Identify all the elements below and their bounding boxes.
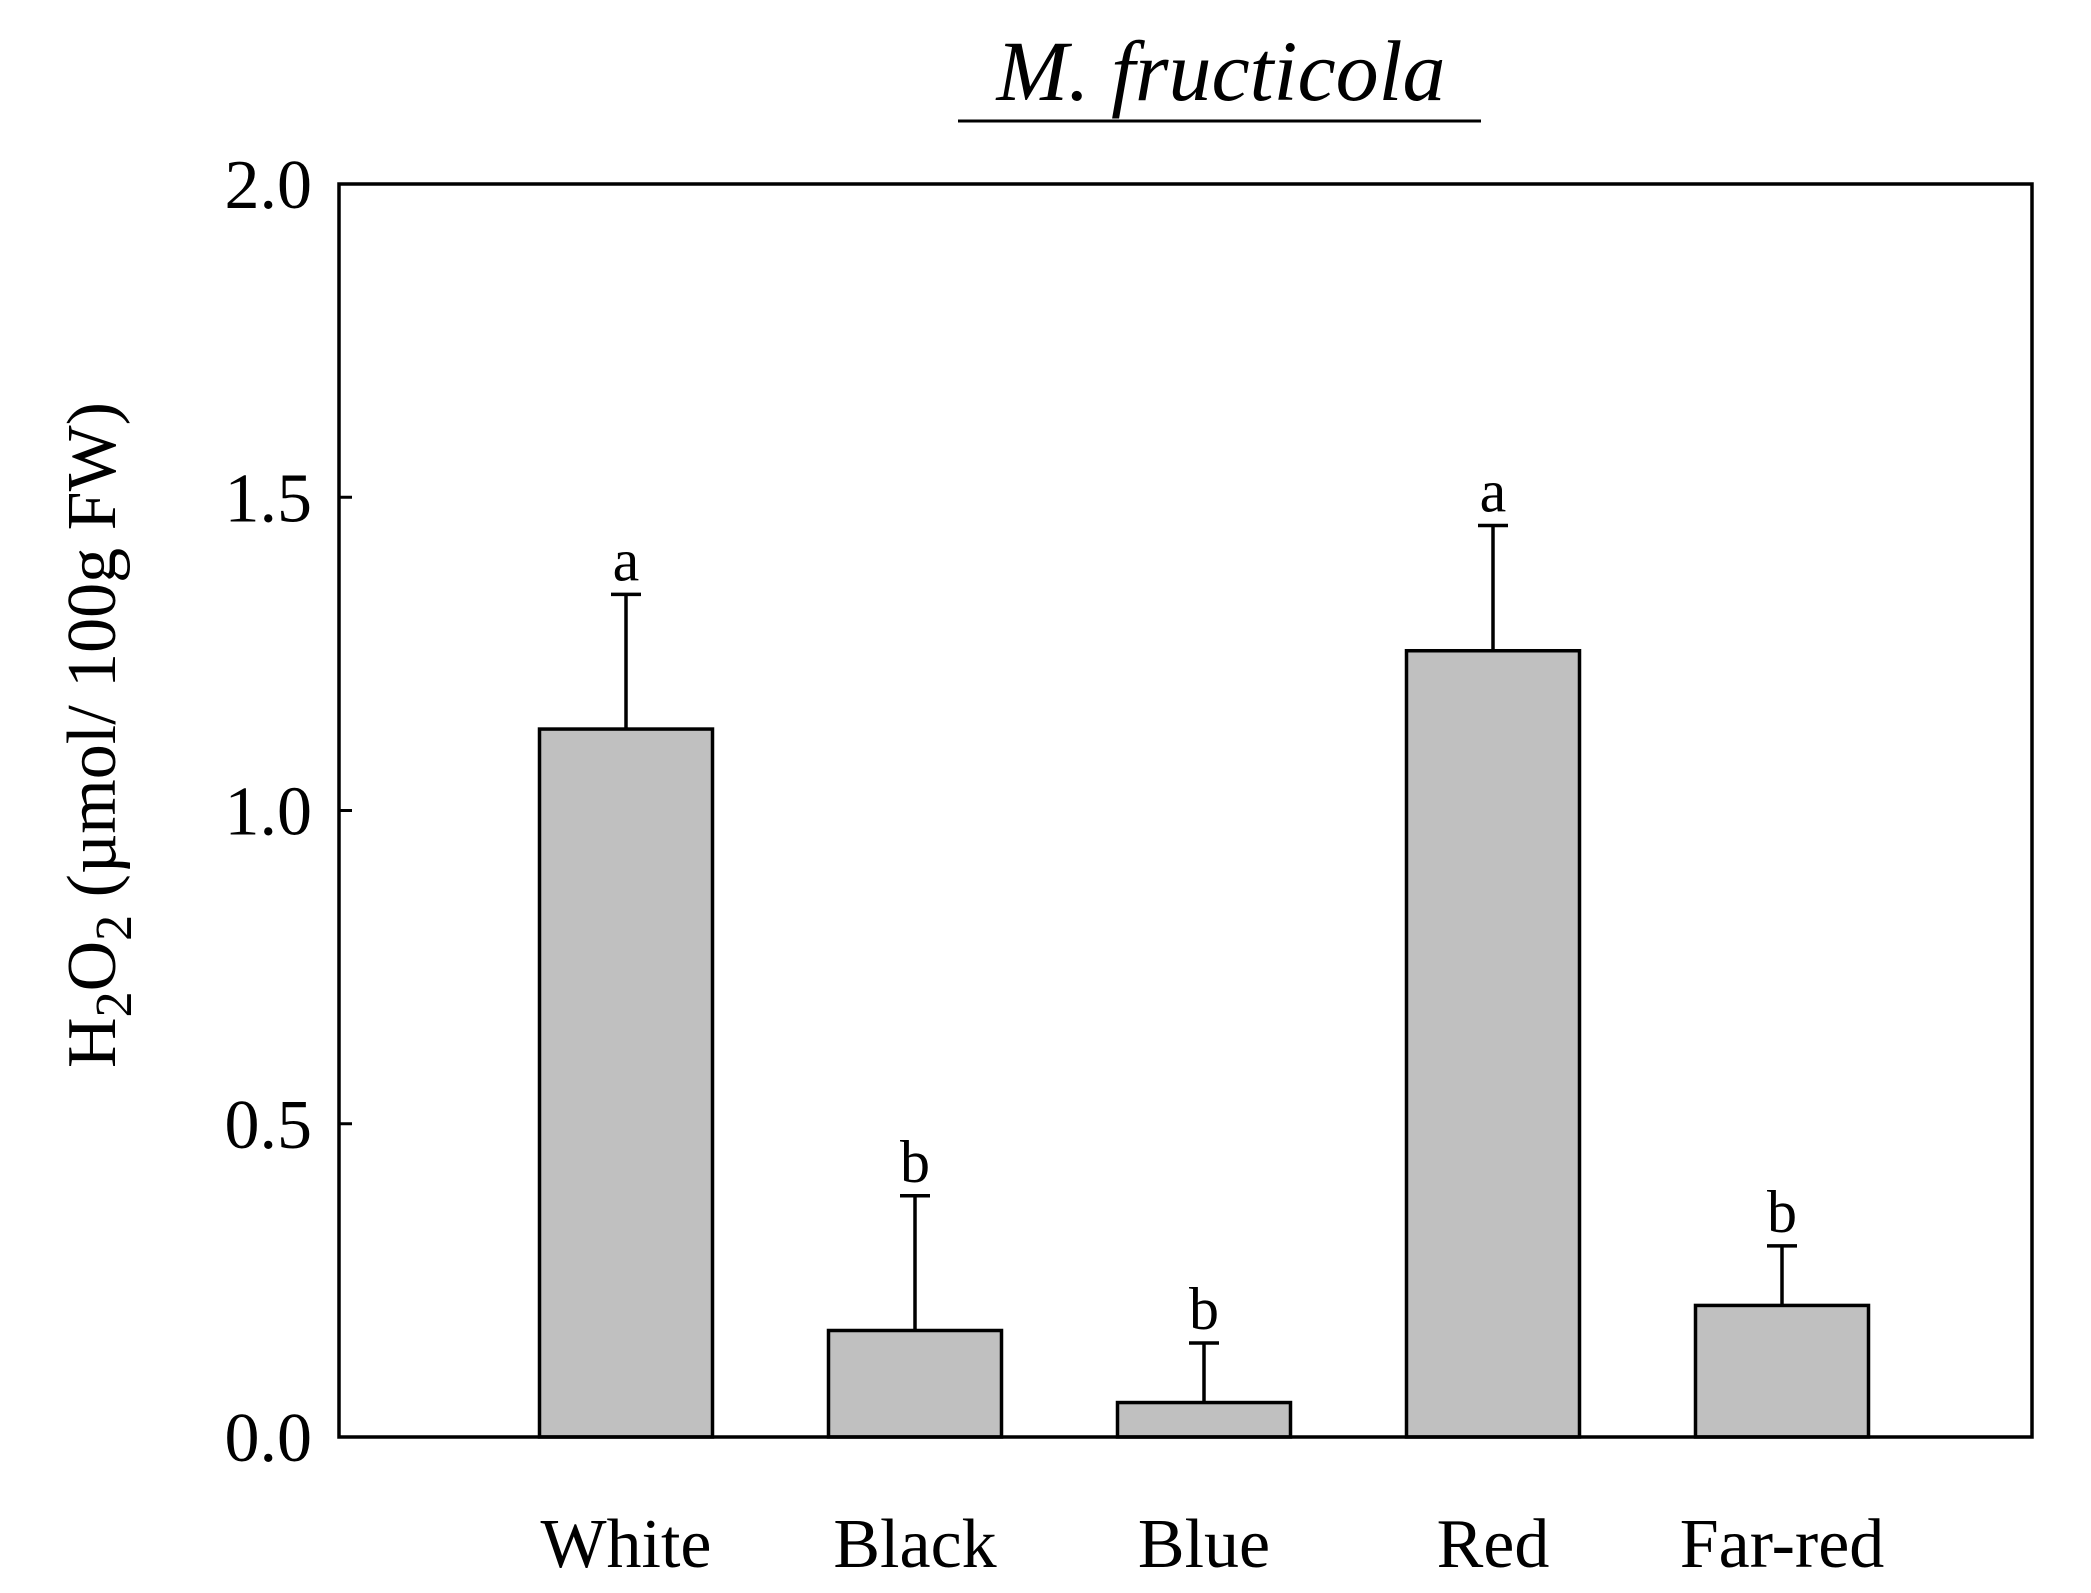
y-tick-label-0: 0.0	[225, 1400, 313, 1477]
y-axis-ticks: 0.0 0.5 1.0 1.5 2.0	[225, 147, 352, 1477]
significance-label-white: a	[613, 527, 640, 593]
bar-white	[537, 727, 715, 1439]
y-axis-title: H2O2 (µmol/ 100g FW)	[54, 402, 143, 1068]
y-tick-label-1: 0.5	[225, 1087, 313, 1164]
bar-red	[1404, 648, 1582, 1439]
significance-label-far-red: b	[1767, 1179, 1797, 1245]
bar-far-red	[1693, 1303, 1871, 1439]
error-bar-black	[900, 1194, 930, 1331]
error-bar-far-red	[1767, 1244, 1797, 1306]
significance-label-black: b	[900, 1129, 930, 1195]
significance-label-red: a	[1480, 458, 1507, 524]
significance-label-blue: b	[1189, 1276, 1219, 1342]
x-tick-label-far-red: Far-red	[1680, 1506, 1885, 1583]
error-bar-white	[611, 592, 641, 730]
svg-text:H2O2 (µmol/ 100g FW): H2O2 (µmol/ 100g FW)	[54, 402, 143, 1068]
y-axis-title-sub1: 2	[86, 991, 143, 1017]
error-bar-red	[1478, 523, 1508, 651]
y-axis-title-rest: (µmol/ 100g FW)	[54, 402, 131, 915]
y-tick-label-2: 1.0	[225, 774, 313, 851]
bar-black	[826, 1328, 1004, 1439]
y-tick-label-4: 2.0	[225, 147, 313, 224]
x-tick-label-white: White	[540, 1506, 711, 1583]
x-tick-label-black: Black	[833, 1506, 996, 1583]
y-axis-title-main: H	[54, 1017, 131, 1068]
y-axis-title-mid: O	[54, 941, 131, 992]
error-bars-layer	[611, 523, 1797, 1403]
y-tick-label-3: 1.5	[225, 460, 313, 537]
y-axis-title-sub2: 2	[86, 915, 143, 941]
plot-frame	[337, 182, 2034, 1439]
error-bar-blue	[1189, 1341, 1219, 1403]
bar-blue	[1115, 1400, 1293, 1439]
significance-labels-layer: a b b a b	[613, 458, 1797, 1342]
x-axis-category-labels: White Black Blue Red Far-red	[540, 1506, 1884, 1583]
x-tick-label-blue: Blue	[1138, 1506, 1270, 1583]
chart-title: M. fructicola	[994, 23, 1445, 119]
x-tick-label-red: Red	[1437, 1506, 1550, 1583]
